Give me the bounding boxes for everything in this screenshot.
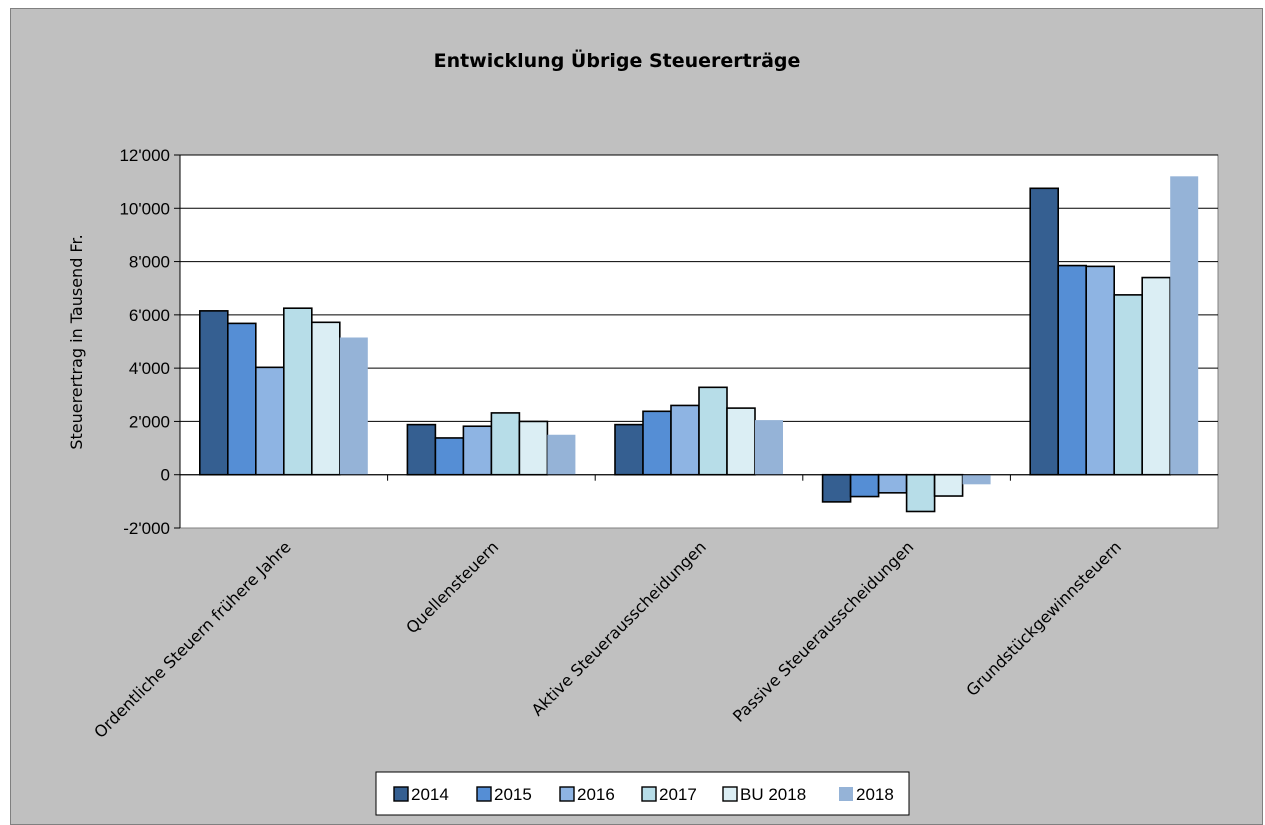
bar xyxy=(490,412,521,476)
bar xyxy=(670,404,700,476)
bar xyxy=(1141,276,1171,476)
category-label: Quellensteuern xyxy=(402,537,502,637)
y-tick-label: 8'000 xyxy=(129,253,170,272)
legend-label: 2014 xyxy=(411,785,449,804)
y-tick-label: 0 xyxy=(161,466,170,485)
bar xyxy=(339,337,368,475)
legend-label: 2016 xyxy=(577,785,615,804)
bar xyxy=(877,473,908,494)
bar xyxy=(199,310,229,476)
plot-area: -2'000 0 2'000 4'000 6'000 8'000 10'000 12'000 O… xyxy=(90,146,1219,742)
legend-swatch xyxy=(559,786,575,802)
bar xyxy=(310,321,341,476)
y-tick-label: 2'000 xyxy=(129,412,170,431)
legend-label: 2018 xyxy=(856,785,894,804)
y-tick-label: 12'000 xyxy=(119,146,170,165)
bar xyxy=(698,386,728,476)
bar xyxy=(1170,176,1199,475)
bar xyxy=(614,423,644,476)
bar xyxy=(642,410,672,476)
legend-swatch xyxy=(476,786,492,802)
y-tick-label: -2'000 xyxy=(123,519,170,538)
legend: 2014 2015 2016 2017 BU 2018 2018 xyxy=(375,771,910,816)
bar xyxy=(406,423,437,476)
bar xyxy=(547,434,576,475)
bar xyxy=(518,420,549,476)
bar xyxy=(755,420,783,475)
legend-label: 2015 xyxy=(494,785,532,804)
legend-swatch xyxy=(722,786,738,802)
category-label: Grundstückgewinnsteuern xyxy=(962,537,1125,700)
bar xyxy=(255,366,285,476)
y-axis-title: Steuerertrag in Tausend Fr. xyxy=(67,234,86,449)
bar xyxy=(821,473,852,503)
legend-swatch xyxy=(393,786,409,802)
y-tick-label: 6'000 xyxy=(129,306,170,325)
bar xyxy=(227,322,257,476)
legend-label: 2017 xyxy=(659,785,697,804)
legend-swatch xyxy=(641,786,657,802)
bar xyxy=(282,307,313,476)
chart-title: Entwicklung Übrige Steuererträge xyxy=(434,48,801,72)
category-label: Aktive Steuerausscheidungen xyxy=(528,537,710,719)
bar xyxy=(726,407,756,476)
bar xyxy=(849,473,880,498)
bar xyxy=(905,473,936,513)
category-label: Passive Steuerausscheidungen xyxy=(729,537,917,725)
legend-swatch xyxy=(839,787,853,801)
bar xyxy=(933,473,964,497)
bar xyxy=(434,437,465,476)
legend-label: BU 2018 xyxy=(740,785,806,804)
bar xyxy=(1057,264,1087,476)
bar xyxy=(1029,187,1059,476)
y-tick-label: 10'000 xyxy=(119,199,170,218)
bar xyxy=(962,474,991,485)
y-tick-label: 4'000 xyxy=(129,359,170,378)
bar xyxy=(462,425,493,476)
bar xyxy=(1113,294,1143,476)
category-label: Ordentliche Steuern frühere Jahre xyxy=(90,537,294,741)
bar xyxy=(1085,265,1115,476)
